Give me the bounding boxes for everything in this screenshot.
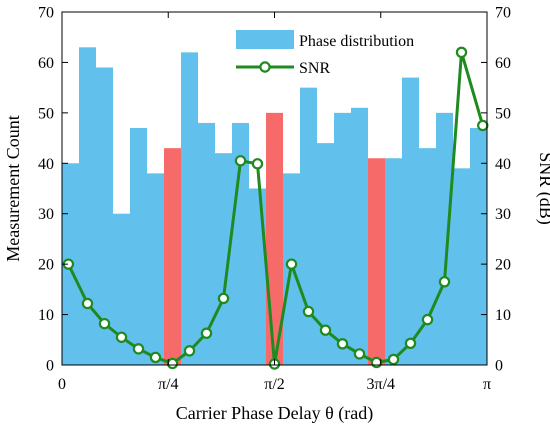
snr-point [285, 258, 298, 270]
bar-highlight [163, 148, 182, 365]
x-tick-label: π/4 [158, 376, 179, 393]
snr-point [234, 155, 247, 167]
snr-point [251, 158, 264, 170]
snr-point [319, 324, 332, 336]
bar [214, 153, 233, 365]
bar [470, 127, 488, 365]
snr-point [81, 297, 94, 310]
y-tick-label: 0 [46, 358, 54, 375]
snr-point [370, 356, 383, 369]
y2-tick-label: 60 [495, 55, 511, 72]
bar-highlight [368, 158, 386, 365]
x-tick-label: 3π/4 [366, 376, 395, 393]
y2-axis-title: SNR (dB) [535, 152, 550, 225]
bar [401, 77, 420, 366]
snr-point [421, 313, 434, 326]
y2-tick-label: 0 [495, 358, 503, 375]
y-tick-label: 30 [38, 206, 54, 223]
bar [96, 67, 114, 365]
y-axis-title: Measurement Count [3, 115, 23, 261]
legend-label-phase: Phase distribution [299, 33, 414, 50]
bar [419, 148, 437, 365]
snr-point [115, 331, 128, 343]
axis-ticks: 0 π/4 π/2 3π/4 π0102030405060700102030405060… [38, 5, 511, 394]
bar [435, 112, 453, 365]
y2-tick-label: 10 [495, 307, 511, 324]
bar [181, 52, 199, 365]
y-tick-label: 40 [38, 156, 54, 173]
y2-tick-label: 50 [495, 105, 511, 122]
x-tick-label: π/2 [264, 376, 285, 393]
legend-label-snr: SNR [299, 60, 330, 77]
snr-point [217, 292, 230, 305]
bar [129, 127, 148, 365]
y2-tick-label: 40 [495, 156, 511, 173]
snr-point [353, 348, 366, 360]
x-tick-label: π [483, 376, 491, 393]
y-tick-label: 10 [38, 307, 54, 324]
bar [350, 107, 369, 366]
bar [112, 213, 130, 365]
snr-point [438, 276, 451, 288]
x-tick-label: 0 [58, 376, 66, 393]
snr-point [455, 46, 468, 59]
legend-swatch-marker [259, 61, 271, 73]
bar [78, 47, 97, 366]
snr-point [477, 119, 489, 132]
bar [299, 87, 317, 366]
legend: Phase distribution SNR [236, 30, 414, 77]
bar [384, 158, 402, 365]
bar [316, 143, 335, 365]
y-tick-label: 70 [38, 5, 54, 22]
y2-tick-label: 70 [495, 5, 511, 22]
y-tick-label: 50 [38, 105, 54, 122]
snr-point [387, 353, 400, 366]
snr-point [200, 327, 213, 339]
bar [147, 173, 165, 365]
snr-point [302, 305, 315, 318]
snr-point [149, 351, 162, 364]
y2-tick-label: 20 [495, 257, 511, 274]
snr-point [404, 337, 417, 350]
bar [197, 122, 215, 365]
snr-point [132, 343, 145, 355]
snr-point [98, 317, 111, 330]
snr-point [183, 345, 196, 357]
y2-tick-label: 30 [495, 206, 511, 223]
bar [452, 168, 471, 365]
y-tick-label: 60 [38, 55, 54, 72]
bar [248, 188, 266, 365]
x-axis-title: Carrier Phase Delay θ (rad) [176, 403, 374, 424]
y-tick-label: 20 [38, 257, 54, 274]
bar [334, 112, 352, 365]
legend-swatch-bar [236, 30, 294, 49]
snr-point [336, 338, 349, 350]
snr-point [166, 357, 179, 370]
